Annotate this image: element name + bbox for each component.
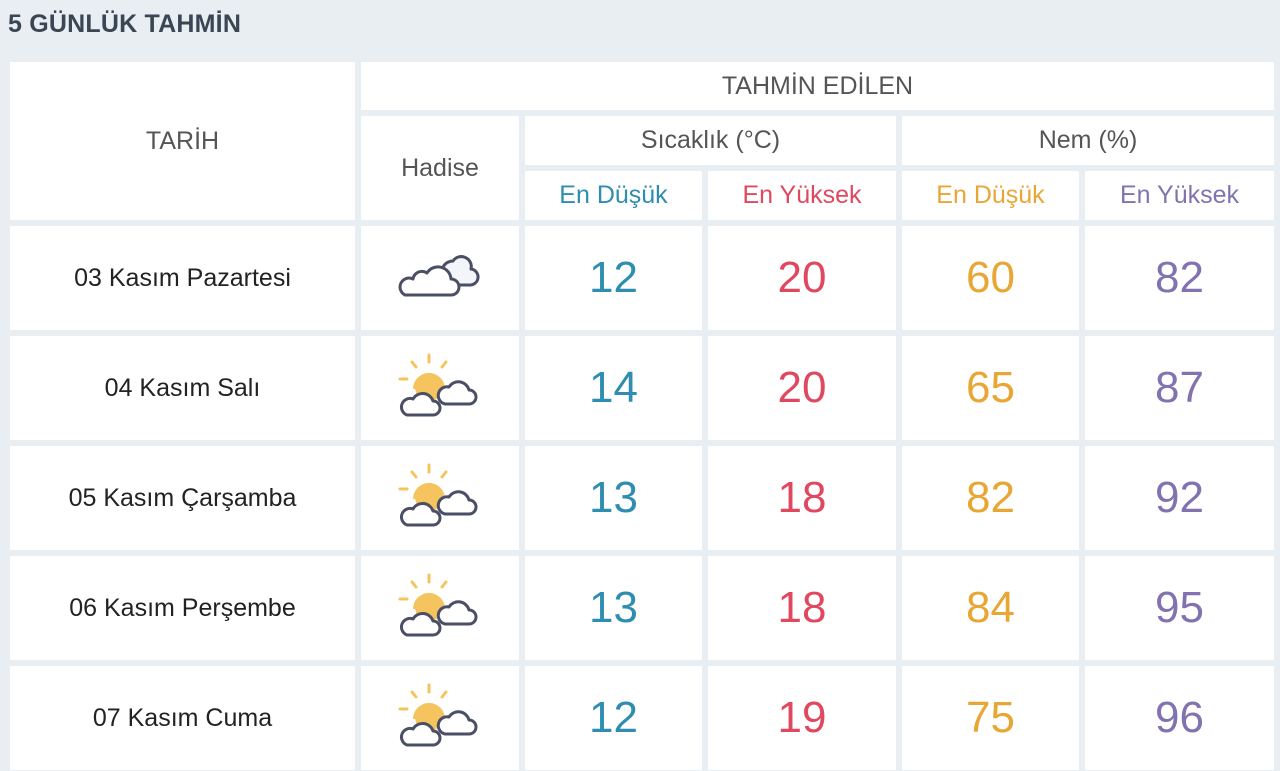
weather-cell <box>361 556 519 660</box>
temp-min-value: 12 <box>525 226 702 330</box>
row-date: 03 Kasım Pazartesi <box>10 226 355 330</box>
weather-cell <box>361 336 519 440</box>
partly-cloudy-icon <box>395 681 485 756</box>
humidity-max-value: 92 <box>1085 446 1274 550</box>
header-hum-max: En Yüksek <box>1085 171 1274 220</box>
humidity-min-value: 82 <box>902 446 1079 550</box>
humidity-max-value: 95 <box>1085 556 1274 660</box>
temp-max-value: 19 <box>708 666 896 770</box>
weather-cell <box>361 226 519 330</box>
humidity-min-value: 75 <box>902 666 1079 770</box>
humidity-max-value: 87 <box>1085 336 1274 440</box>
header-forecast: TAHMİN EDİLEN <box>361 62 1274 110</box>
humidity-min-value: 60 <box>902 226 1079 330</box>
weather-cell <box>361 666 519 770</box>
temp-max-value: 18 <box>708 446 896 550</box>
partly-cloudy-icon <box>395 461 485 536</box>
temp-max-value: 20 <box>708 226 896 330</box>
temp-min-value: 12 <box>525 666 702 770</box>
temp-min-value: 14 <box>525 336 702 440</box>
header-event: Hadise <box>361 116 519 220</box>
header-hum-min: En Düşük <box>902 171 1079 220</box>
header-temperature: Sıcaklık (°C) <box>525 116 896 165</box>
temp-min-value: 13 <box>525 446 702 550</box>
row-date: 04 Kasım Salı <box>10 336 355 440</box>
header-temp-min: En Düşük <box>525 171 702 220</box>
temp-min-value: 13 <box>525 556 702 660</box>
cloudy-icon <box>395 251 485 306</box>
header-date: TARİH <box>10 62 355 220</box>
humidity-min-value: 84 <box>902 556 1079 660</box>
temp-max-value: 20 <box>708 336 896 440</box>
weather-cell <box>361 446 519 550</box>
partly-cloudy-icon <box>395 351 485 426</box>
forecast-table: TARİH TAHMİN EDİLEN Hadise Sıcaklık (°C)… <box>10 62 1274 770</box>
humidity-max-value: 82 <box>1085 226 1274 330</box>
humidity-min-value: 65 <box>902 336 1079 440</box>
header-temp-max: En Yüksek <box>708 171 896 220</box>
row-date: 06 Kasım Perşembe <box>10 556 355 660</box>
header-humidity: Nem (%) <box>902 116 1274 165</box>
temp-max-value: 18 <box>708 556 896 660</box>
row-date: 07 Kasım Cuma <box>10 666 355 770</box>
partly-cloudy-icon <box>395 571 485 646</box>
row-date: 05 Kasım Çarşamba <box>10 446 355 550</box>
page-title: 5 GÜNLÜK TAHMİN <box>8 10 242 38</box>
humidity-max-value: 96 <box>1085 666 1274 770</box>
